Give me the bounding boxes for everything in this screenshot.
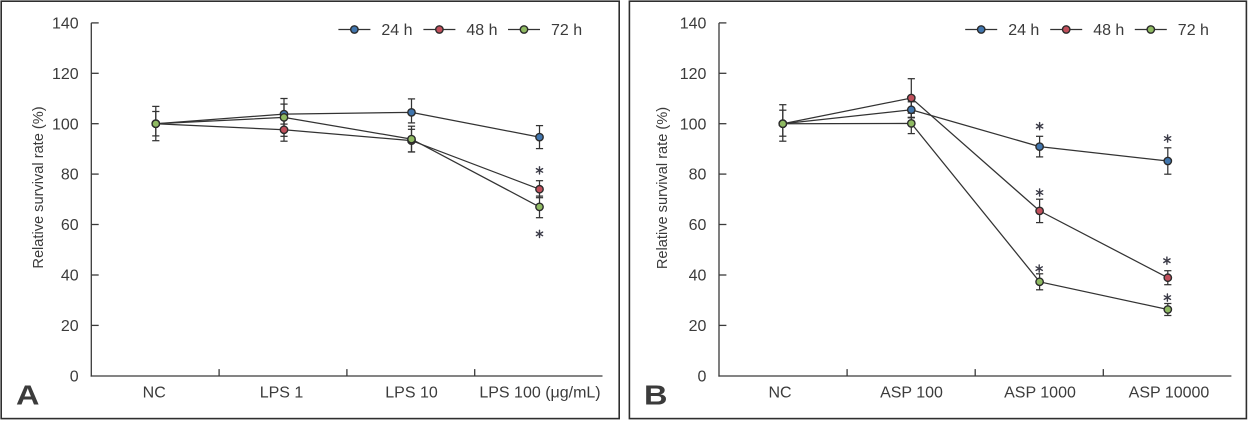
svg-text:0: 0 (70, 368, 79, 385)
svg-text:NC: NC (768, 385, 791, 402)
svg-text:ASP 1000: ASP 1000 (1004, 385, 1076, 402)
svg-text:140: 140 (52, 16, 79, 33)
svg-text:B: B (644, 380, 667, 410)
svg-text:80: 80 (61, 167, 79, 184)
svg-text:48 h: 48 h (466, 22, 497, 39)
svg-text:48 h: 48 h (1093, 22, 1124, 39)
svg-text:24 h: 24 h (1008, 22, 1039, 39)
svg-text:120: 120 (52, 66, 79, 83)
svg-text:120: 120 (680, 66, 707, 83)
svg-text:Relative survival rate (%): Relative survival rate (%) (655, 107, 671, 269)
svg-text:LPS 100 (μg/mL): LPS 100 (μg/mL) (479, 385, 600, 402)
svg-text:40: 40 (689, 268, 707, 285)
svg-text:0: 0 (697, 368, 706, 385)
svg-text:A: A (16, 380, 40, 410)
svg-text:100: 100 (52, 116, 79, 133)
svg-text:80: 80 (689, 167, 707, 184)
svg-text:60: 60 (689, 217, 707, 234)
svg-text:ASP 100: ASP 100 (880, 385, 943, 402)
svg-text:20: 20 (689, 318, 707, 335)
svg-text:100: 100 (680, 116, 707, 133)
svg-text:140: 140 (680, 16, 707, 33)
svg-text:72 h: 72 h (1178, 22, 1209, 39)
svg-text:LPS 1: LPS 1 (260, 385, 304, 402)
svg-text:24 h: 24 h (381, 22, 412, 39)
svg-text:20: 20 (61, 318, 79, 335)
svg-text:40: 40 (61, 268, 79, 285)
svg-text:Relative survival rate (%): Relative survival rate (%) (31, 106, 47, 268)
svg-text:LPS 10: LPS 10 (385, 385, 438, 402)
svg-text:ASP 10000: ASP 10000 (1129, 385, 1210, 402)
svg-text:60: 60 (61, 217, 79, 234)
svg-text:72 h: 72 h (551, 22, 582, 39)
svg-text:NC: NC (143, 385, 166, 402)
